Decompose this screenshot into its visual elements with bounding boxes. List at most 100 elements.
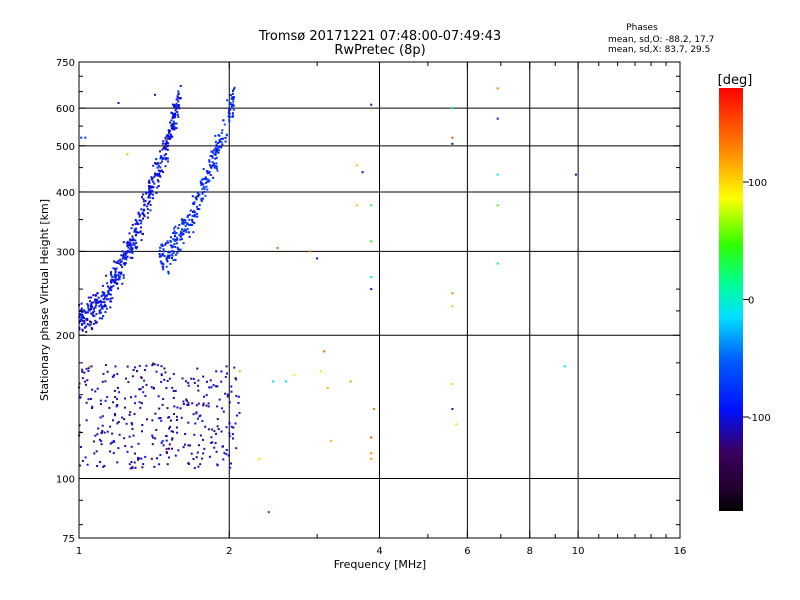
echo-point	[258, 457, 261, 460]
echo-point	[173, 230, 176, 233]
echo-point	[191, 224, 194, 226]
echo-point	[173, 115, 175, 118]
echo-point	[88, 320, 91, 323]
echo-point	[166, 260, 169, 263]
echo-point	[159, 166, 162, 169]
echo-point	[136, 370, 138, 373]
echo-point	[95, 301, 97, 304]
echo-point	[130, 445, 133, 448]
echo-point	[180, 219, 183, 222]
echo-point	[132, 434, 135, 437]
echo-point	[92, 311, 94, 314]
echo-point	[125, 377, 127, 380]
echo-point	[89, 323, 92, 326]
echo-point	[225, 449, 228, 451]
echo-point	[102, 301, 105, 304]
echo-point	[176, 251, 179, 254]
echo-point	[167, 251, 170, 254]
echo-point	[232, 426, 235, 429]
echo-point	[128, 241, 131, 244]
echo-point	[168, 130, 171, 132]
echo-point	[158, 249, 161, 252]
echo-point	[174, 253, 177, 256]
echo-point	[170, 419, 172, 422]
echo-point	[176, 111, 179, 113]
echo-point	[106, 285, 109, 288]
echo-point	[218, 398, 221, 401]
echo-point	[162, 140, 165, 143]
echo-point	[123, 257, 126, 260]
echo-point	[161, 253, 164, 255]
echo-point	[216, 169, 219, 172]
echo-point	[129, 239, 132, 241]
echo-point	[209, 165, 212, 168]
echo-point	[85, 325, 88, 328]
echo-point	[172, 397, 175, 399]
echo-point	[168, 256, 170, 259]
echo-point	[80, 316, 83, 318]
echo-point	[218, 139, 221, 142]
echo-point	[218, 145, 221, 148]
echo-point	[128, 248, 131, 251]
echo-point	[228, 110, 230, 113]
echo-point	[214, 147, 217, 150]
echo-point	[159, 417, 162, 419]
echo-point	[231, 104, 234, 107]
echo-point	[110, 271, 113, 274]
echo-point	[235, 394, 238, 397]
echo-point	[153, 175, 156, 178]
echo-point	[174, 259, 177, 261]
echo-point	[120, 260, 123, 263]
echo-point	[160, 380, 163, 383]
echo-point	[148, 194, 150, 197]
echo-point	[113, 412, 116, 415]
echo-point	[234, 377, 237, 380]
echo-point	[267, 511, 270, 514]
echo-point	[151, 178, 154, 181]
echo-point	[97, 427, 100, 430]
echo-point	[93, 452, 96, 455]
echo-point	[138, 213, 141, 216]
echo-point	[210, 442, 213, 444]
echo-point	[166, 240, 169, 243]
echo-point	[185, 398, 188, 401]
echo-point	[90, 303, 93, 306]
echo-point	[210, 155, 213, 157]
echo-point	[117, 447, 120, 450]
echo-point	[129, 467, 132, 470]
echo-point	[130, 227, 133, 230]
echo-point	[80, 302, 83, 305]
echo-point	[79, 320, 81, 322]
echo-point	[125, 251, 128, 253]
echo-point	[164, 137, 167, 140]
echo-point	[228, 115, 231, 118]
echo-point	[135, 247, 138, 250]
echo-point	[220, 146, 223, 149]
echo-point	[171, 112, 174, 115]
echo-point	[188, 224, 190, 226]
echo-point	[198, 208, 201, 211]
echo-point	[182, 223, 185, 225]
echo-point	[149, 196, 152, 199]
y-tick-label: 600	[56, 104, 75, 115]
echo-point	[218, 140, 221, 143]
echo-point	[172, 430, 175, 433]
echo-point	[174, 232, 177, 235]
echo-point	[496, 204, 499, 207]
echo-point	[111, 441, 114, 444]
echo-point	[113, 260, 115, 263]
echo-point	[208, 455, 211, 458]
echo-point	[98, 300, 100, 303]
echo-point	[205, 404, 208, 407]
echo-point	[220, 370, 223, 373]
echo-point	[140, 402, 143, 405]
echo-point	[220, 140, 223, 143]
echo-point	[98, 305, 101, 308]
echo-point	[133, 243, 136, 246]
echo-point	[139, 231, 142, 234]
echo-point	[211, 150, 214, 153]
echo-point	[86, 303, 89, 306]
echo-point	[117, 287, 119, 290]
echo-point	[96, 433, 99, 436]
echo-point	[173, 104, 176, 107]
